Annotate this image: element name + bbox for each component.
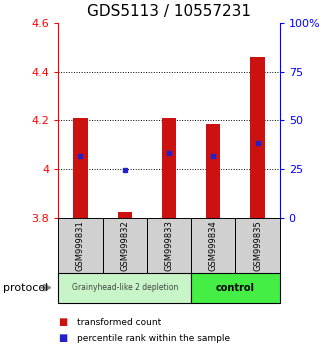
Bar <box>206 124 220 220</box>
Title: GDS5113 / 10557231: GDS5113 / 10557231 <box>87 4 251 19</box>
FancyBboxPatch shape <box>58 273 191 303</box>
Text: percentile rank within the sample: percentile rank within the sample <box>77 333 230 343</box>
Text: Grainyhead-like 2 depletion: Grainyhead-like 2 depletion <box>72 283 178 292</box>
Text: ■: ■ <box>58 333 68 343</box>
FancyBboxPatch shape <box>191 273 280 303</box>
FancyBboxPatch shape <box>58 218 103 273</box>
Text: protocol: protocol <box>3 282 49 293</box>
Text: GSM999831: GSM999831 <box>76 220 85 270</box>
Text: GSM999833: GSM999833 <box>165 220 173 270</box>
Bar <box>250 57 265 220</box>
Bar <box>162 118 176 220</box>
Text: ■: ■ <box>58 317 68 327</box>
FancyBboxPatch shape <box>235 218 280 273</box>
Text: GSM999834: GSM999834 <box>209 220 218 270</box>
Text: transformed count: transformed count <box>77 318 161 327</box>
Bar <box>73 118 88 220</box>
FancyBboxPatch shape <box>147 218 191 273</box>
Text: control: control <box>216 282 255 293</box>
Bar <box>118 212 132 221</box>
FancyBboxPatch shape <box>103 218 147 273</box>
Text: GSM999835: GSM999835 <box>253 220 262 270</box>
FancyBboxPatch shape <box>191 218 235 273</box>
Text: GSM999832: GSM999832 <box>120 220 129 270</box>
